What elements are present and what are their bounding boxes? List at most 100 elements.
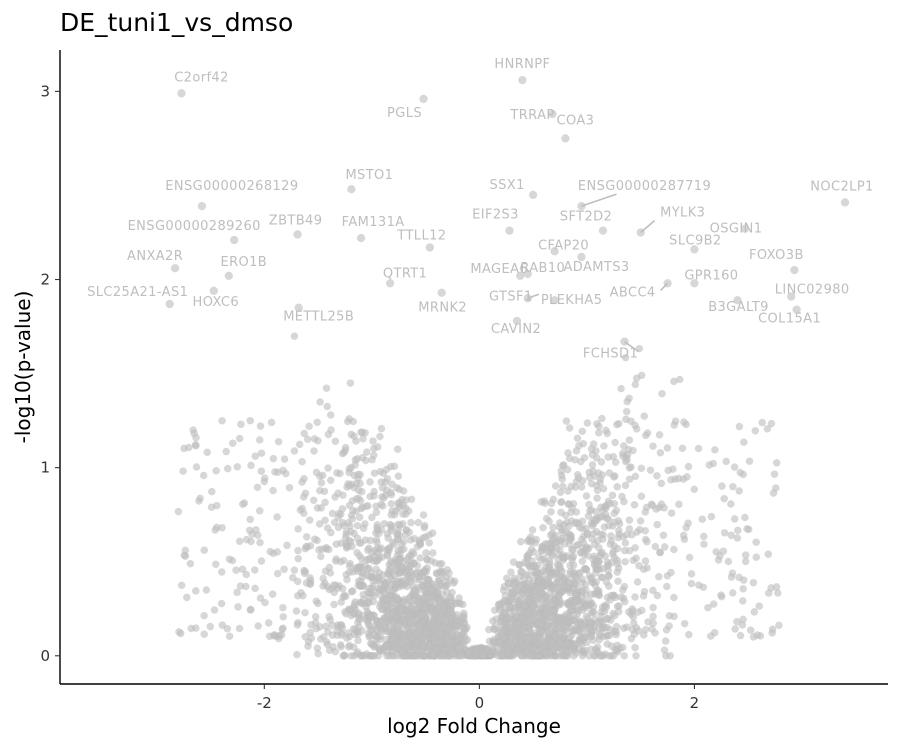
data-point [752,538,761,547]
data-point [459,615,468,624]
data-point [191,587,200,595]
points-layer [165,75,850,660]
data-point [268,590,277,599]
data-point [643,429,652,437]
data-point [439,605,448,613]
data-point [555,638,564,646]
data-point [573,470,582,479]
data-point [649,619,658,627]
data-point [366,536,375,545]
data-point [395,556,404,565]
data-point [349,506,357,515]
data-point [596,478,604,487]
data-point [687,570,696,578]
data-point [510,574,519,583]
data-point [344,643,353,651]
data-point [587,445,596,453]
data-point [381,595,390,603]
data-point [763,424,772,433]
data-point [445,569,453,577]
data-point [401,504,410,513]
data-point [367,612,376,621]
data-point [315,472,324,481]
data-point [326,411,335,419]
data-point [554,578,563,586]
data-point [731,625,740,633]
data-point [261,598,269,607]
data-point [494,601,503,610]
data-point [565,500,573,509]
data-point [256,538,264,547]
data-point [235,537,244,546]
data-point [330,600,338,609]
data-point [422,567,431,576]
data-point [607,532,615,540]
gene-label: PGLS [387,106,422,121]
data-point [550,631,559,640]
data-point [718,482,726,490]
data-point [679,531,688,540]
data-point [591,516,600,525]
data-point [237,420,245,429]
labeled-gene-point [229,235,239,245]
data-point [523,617,532,625]
data-point [568,545,576,554]
data-point [661,637,670,645]
data-point [555,519,564,527]
data-point [653,591,662,600]
data-point [274,468,282,477]
data-point [212,466,220,475]
data-point [633,528,641,536]
data-point [356,615,364,624]
data-point [329,581,338,589]
gene-label: GTSF1 [489,289,533,304]
data-point [610,509,619,518]
data-point [753,631,762,639]
data-point [526,562,535,570]
data-point [625,394,633,403]
data-point [350,600,359,609]
data-point [603,615,611,623]
data-point [336,510,345,519]
data-point [331,647,340,656]
data-point [557,497,566,506]
data-point [536,576,545,584]
data-point [545,594,554,603]
data-point [428,609,437,618]
data-point [312,624,321,633]
data-point [363,571,371,580]
data-point [207,487,216,496]
data-point [207,503,216,512]
data-point [641,508,650,516]
data-point [410,534,419,543]
data-point [322,384,331,393]
data-point [588,522,597,530]
data-point [611,593,620,602]
data-point [568,605,577,614]
data-point [518,568,526,576]
data-point [675,500,683,509]
data-point [304,642,312,651]
data-point [345,468,353,477]
data-point [621,353,630,362]
data-point [574,585,582,594]
data-point [269,486,277,495]
data-point [649,612,657,621]
gene-label: SLC25A21-AS1 [87,285,188,300]
data-point [670,593,678,602]
labeled-gene-point [577,252,586,262]
data-point [631,593,639,601]
data-point [520,602,528,611]
data-point [619,643,627,652]
data-point [378,502,387,510]
data-point [736,468,745,477]
data-point [373,443,382,451]
data-point [528,526,537,534]
data-point [274,437,283,446]
data-point [567,482,576,491]
data-point [585,500,593,509]
data-point [247,605,255,614]
data-point [610,473,618,481]
data-point [741,513,749,522]
data-point [298,457,306,466]
